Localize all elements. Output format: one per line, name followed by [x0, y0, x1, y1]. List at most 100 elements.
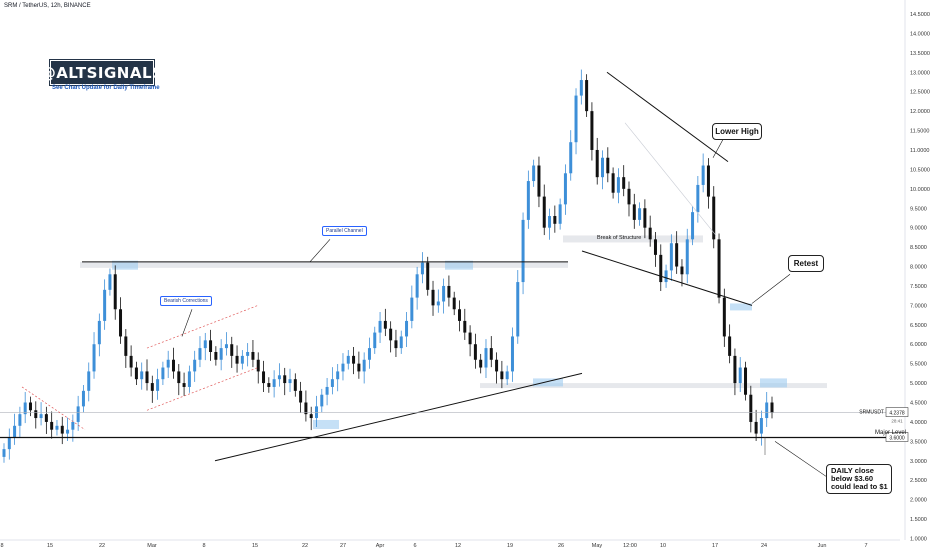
candle-body [728, 336, 732, 356]
candle-body [505, 371, 509, 380]
candle-body [330, 379, 334, 387]
candle-body [267, 383, 271, 387]
candle-body [150, 383, 154, 391]
candle-body [717, 239, 721, 298]
candle-body [744, 367, 748, 395]
candle-body [193, 359, 197, 372]
x-tick-label: 19 [507, 543, 513, 549]
highlight-box [313, 419, 339, 429]
candle-body [166, 359, 170, 368]
x-tick-label: 27 [340, 543, 346, 549]
candle-body [251, 351, 255, 360]
candle-body [611, 173, 615, 193]
current-price-tag: 4.2378 [889, 411, 905, 417]
y-tick-label: 11.5000 [910, 129, 929, 135]
candle-body [500, 371, 504, 380]
candle-body [664, 270, 668, 283]
candle-body [601, 157, 605, 178]
candle-body [113, 274, 117, 310]
candle-body [177, 371, 181, 384]
candle-body [722, 297, 726, 337]
candle-body [352, 355, 356, 364]
candle-body [182, 383, 186, 387]
x-tick-label: 15 [47, 543, 53, 549]
y-tick-label: 3.0000 [910, 459, 927, 465]
candle-body [733, 355, 737, 384]
major-level-tag: 3.6000 [889, 435, 905, 441]
y-tick-label: 11.0000 [910, 148, 929, 154]
candle-body [426, 262, 430, 290]
candle-body [526, 181, 530, 220]
candle-body [66, 429, 70, 434]
candle-body [759, 418, 763, 434]
x-tick-label: 24 [761, 543, 767, 549]
candle-body [129, 355, 133, 368]
candle-body [431, 289, 435, 306]
y-tick-label: 7.5000 [910, 284, 927, 290]
candle-body [378, 320, 382, 333]
candle-body [81, 390, 85, 407]
parallel-channel-label: Parallel Channel [322, 226, 367, 236]
candle-body [28, 402, 32, 411]
candle-body [39, 414, 43, 419]
early-correction-line [21, 386, 86, 430]
major-level-tag-box [885, 432, 909, 442]
candle-body [516, 282, 520, 337]
candle-body [71, 421, 75, 430]
candle-body [563, 173, 567, 205]
highlight-box [112, 260, 138, 270]
bos-zone [563, 235, 703, 243]
candle-body [134, 367, 138, 380]
candle-body [87, 371, 91, 391]
candle-body [638, 208, 642, 220]
y-tick-label: 6.5000 [910, 323, 927, 329]
candle-body [140, 371, 144, 380]
candle-body [171, 359, 175, 372]
retest-callout: Retest [788, 255, 824, 272]
x-tick-label: 22 [302, 543, 308, 549]
candle-body [389, 328, 393, 341]
candle-body [765, 402, 769, 419]
candle-body [680, 266, 684, 275]
candle-body [362, 359, 366, 372]
candle-body [367, 348, 371, 360]
candle-body [436, 301, 440, 306]
candle-body [669, 243, 673, 271]
lower-high-callout: Lower High [712, 123, 762, 140]
candle-body [76, 406, 80, 422]
candle-body [579, 80, 583, 96]
candle-body [346, 355, 350, 364]
highlight-box [445, 260, 473, 270]
candle-body [447, 285, 451, 298]
candle-body [622, 177, 626, 189]
ascending-support-line [214, 372, 583, 462]
y-tick-label: 4.5000 [910, 401, 927, 407]
candle-body [383, 320, 387, 329]
descending-channel-upper-line [606, 71, 729, 163]
y-tick-label: 8.5000 [910, 245, 927, 251]
candle-body [484, 348, 488, 368]
x-tick-label: 6 [413, 543, 416, 549]
chart-header: SRM / TetherUS, 12h, BINANCE [4, 3, 91, 9]
candle-body [230, 344, 234, 356]
countdown-label: 28:41 [891, 419, 903, 424]
y-tick-label: 13.5000 [910, 51, 930, 57]
candle-body [161, 367, 165, 380]
y-tick-label: 14.0000 [910, 31, 930, 37]
candle-body [537, 165, 541, 197]
candle-body [770, 402, 774, 413]
candle-body [219, 348, 223, 360]
candle-body [283, 375, 287, 384]
candle-body [489, 348, 493, 360]
retest-pointer [751, 274, 791, 304]
y-tick-label: 3.5000 [910, 439, 927, 445]
candle-body [659, 254, 663, 283]
candle-body [495, 359, 499, 372]
candle-body [314, 406, 318, 419]
candle-body [18, 414, 22, 426]
brand-logo: @ALTSIGNALS [41, 60, 163, 85]
candle-body [627, 188, 631, 205]
candle-body [574, 95, 578, 143]
candle-body [595, 149, 599, 178]
